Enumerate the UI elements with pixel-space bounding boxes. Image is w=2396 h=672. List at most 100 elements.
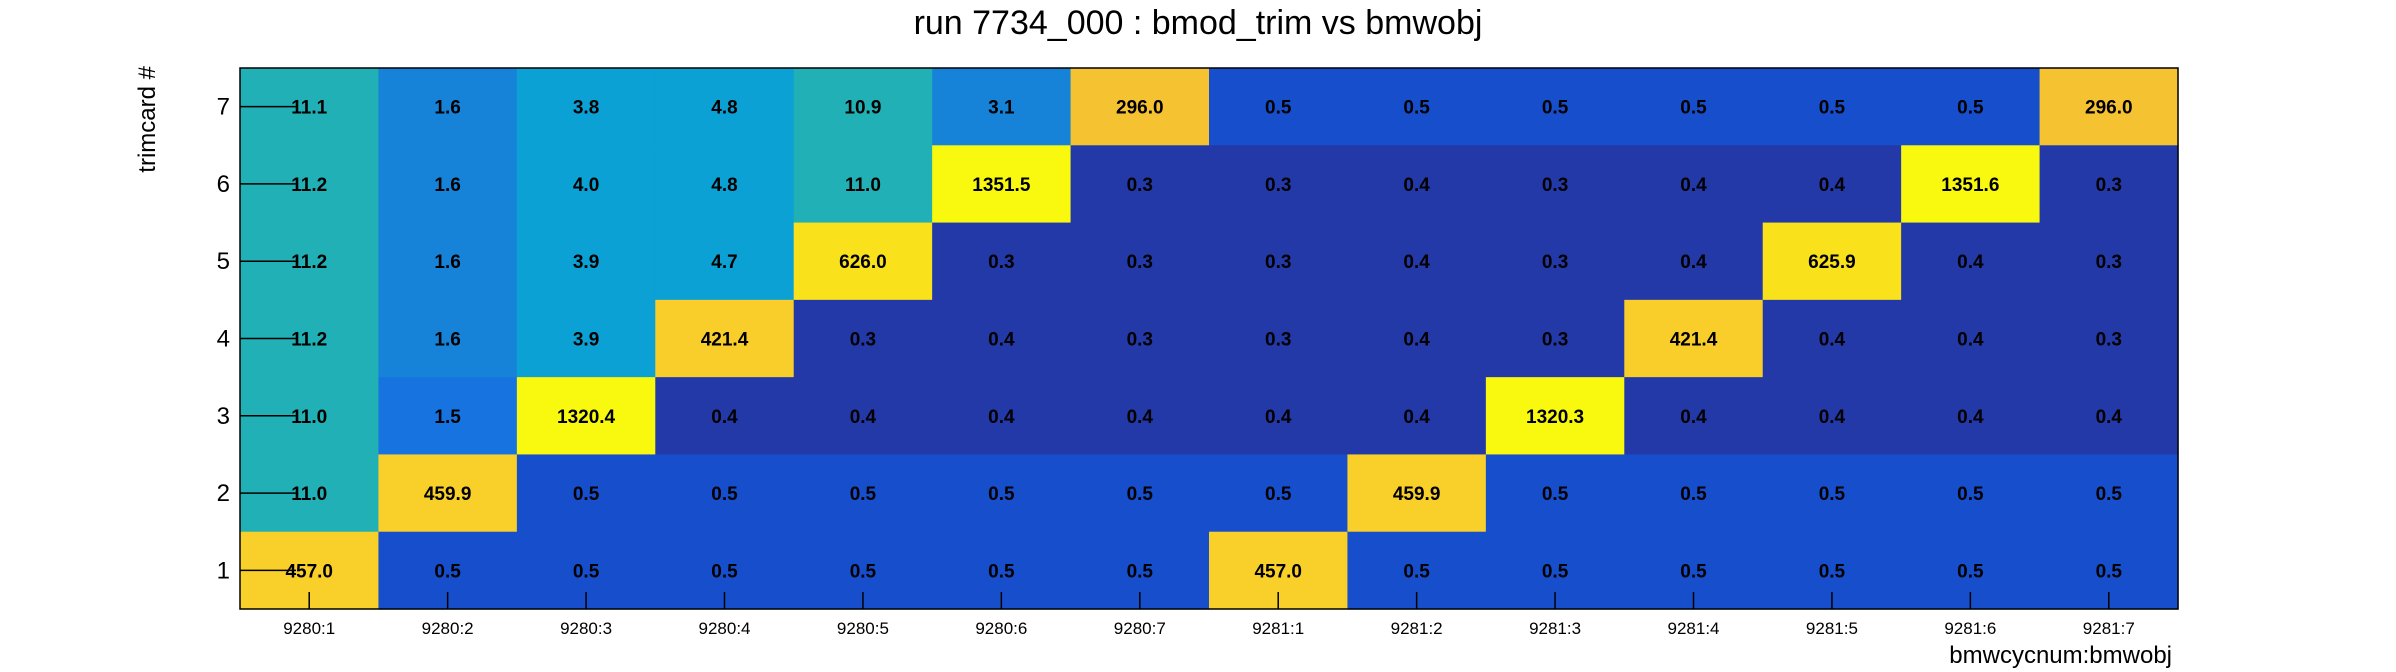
cell-value-label: 0.4 <box>1680 407 1707 428</box>
x-tick-label: 9281:7 <box>2083 619 2135 638</box>
cell-value-label: 0.5 <box>850 561 877 582</box>
heatmap-cell <box>655 299 795 378</box>
cell-value-label: 296.0 <box>2085 98 2133 119</box>
heatmap-cell <box>655 68 795 146</box>
cell-value-label: 0.4 <box>1403 252 1430 273</box>
cell-value-label: 457.0 <box>285 561 333 582</box>
y-tick-label: 7 <box>217 94 230 121</box>
heatmap-cell <box>1209 68 1349 146</box>
heatmap-cell <box>932 377 1072 456</box>
y-tick-label: 2 <box>217 480 230 507</box>
cell-value-label: 0.5 <box>2096 561 2123 582</box>
heatmap-cell <box>1209 222 1349 301</box>
x-tick-label: 9280:2 <box>422 619 474 638</box>
heatmap-cell <box>1624 454 1764 533</box>
heatmap-cell <box>1485 222 1625 301</box>
heatmap-cell <box>1624 68 1764 146</box>
x-axis-title: bmwcycnum:bmwobj <box>1949 642 2172 669</box>
cell-value-label: 0.5 <box>1403 98 1430 119</box>
cell-value-label: 0.5 <box>1265 484 1292 505</box>
cell-value-label: 0.4 <box>1403 407 1430 428</box>
cell-value-label: 0.3 <box>1265 330 1291 351</box>
cell-value-label: 0.5 <box>573 484 600 505</box>
cell-value-label: 0.5 <box>1542 98 1569 119</box>
cell-value-label: 0.3 <box>2096 330 2122 351</box>
cell-value-label: 0.4 <box>1819 330 1846 351</box>
heatmap-cell <box>2039 377 2179 456</box>
cell-value-label: 1.6 <box>434 330 460 351</box>
heatmap-cell <box>1070 68 1210 146</box>
heatmap-cell <box>516 454 656 533</box>
heatmap-cell <box>1347 377 1487 456</box>
cell-value-label: 0.3 <box>2096 175 2122 196</box>
heatmap-cell <box>1624 299 1764 378</box>
cell-value-label: 11.2 <box>291 175 327 196</box>
cell-value-label: 0.5 <box>1819 561 1846 582</box>
cell-value-label: 0.3 <box>1127 175 1153 196</box>
heatmap-cell <box>655 145 795 224</box>
cell-value-label: 0.4 <box>988 330 1015 351</box>
cell-value-label: 4.0 <box>573 175 599 196</box>
cell-value-label: 0.4 <box>1819 175 1846 196</box>
cell-value-label: 1.6 <box>434 175 460 196</box>
cell-value-label: 0.5 <box>434 561 461 582</box>
y-tick-label: 1 <box>217 557 230 584</box>
heatmap-cell <box>1762 454 1902 533</box>
cell-value-label: 626.0 <box>839 252 887 273</box>
heatmap-cell <box>378 68 518 146</box>
heatmap-cell <box>1070 145 1210 224</box>
cell-value-label: 0.3 <box>1265 252 1291 273</box>
cell-value-label: 0.3 <box>1542 252 1568 273</box>
cell-value-label: 0.4 <box>988 407 1015 428</box>
heatmap-cell <box>1901 222 2041 301</box>
cell-value-label: 1351.5 <box>972 175 1031 196</box>
heatmap-cell <box>1209 299 1349 378</box>
cell-value-label: 1320.4 <box>557 407 616 428</box>
heatmap-cell <box>932 222 1072 301</box>
heatmap-cell <box>2039 454 2179 533</box>
x-tick-label: 9281:1 <box>1252 619 1304 638</box>
heatmap-cell <box>378 454 518 533</box>
heatmap-cell <box>1209 454 1349 533</box>
heatmap-cell <box>1762 377 1902 456</box>
cell-value-label: 0.5 <box>711 484 738 505</box>
heatmap-cell <box>655 222 795 301</box>
y-tick-label: 6 <box>217 171 230 198</box>
cell-value-label: 0.5 <box>1680 484 1707 505</box>
cell-value-label: 0.5 <box>573 561 600 582</box>
cell-value-label: 0.3 <box>850 330 876 351</box>
cell-value-label: 0.4 <box>1403 330 1430 351</box>
cell-value-label: 0.5 <box>1542 561 1569 582</box>
cell-value-label: 296.0 <box>1116 98 1164 119</box>
heatmap-cell <box>1070 454 1210 533</box>
x-tick-label: 9281:4 <box>1668 619 1720 638</box>
cell-value-label: 0.4 <box>1957 330 1984 351</box>
x-tick-label: 9281:6 <box>1944 619 1996 638</box>
heatmap-cell <box>932 68 1072 146</box>
cell-value-label: 1.6 <box>434 98 460 119</box>
x-tick-label: 9280:1 <box>283 619 335 638</box>
cell-value-label: 3.8 <box>573 98 599 119</box>
x-tick-label: 9280:7 <box>1114 619 1166 638</box>
heatmap-cell <box>1901 377 2041 456</box>
heatmap-cell <box>655 377 795 456</box>
cell-value-label: 0.5 <box>988 561 1015 582</box>
heatmap-cell <box>1762 68 1902 146</box>
y-tick-label: 4 <box>217 326 230 353</box>
heatmap-cell <box>516 222 656 301</box>
heatmap-cell <box>1485 145 1625 224</box>
x-axis: 9280:1 9280:2 9280:3 9280:4 9280:5 9280:6 9280… <box>283 592 2135 638</box>
heatmap-cell <box>793 145 933 224</box>
cell-value-label: 3.9 <box>573 330 599 351</box>
x-tick-label: 9281:3 <box>1529 619 1581 638</box>
heatmap-cell <box>2039 299 2179 378</box>
heatmap-cell <box>1485 454 1625 533</box>
cell-value-label: 459.9 <box>1393 484 1441 505</box>
cell-value-label: 1320.3 <box>1526 407 1584 428</box>
heatmap-cell <box>1485 68 1625 146</box>
cell-value-label: 0.5 <box>988 484 1015 505</box>
heatmap-cell <box>1485 377 1625 456</box>
chart-title: run 7734_000 : bmod_trim vs bmwobj <box>914 4 1483 42</box>
heatmap-cell <box>793 299 933 378</box>
cell-value-label: 4.7 <box>711 252 737 273</box>
